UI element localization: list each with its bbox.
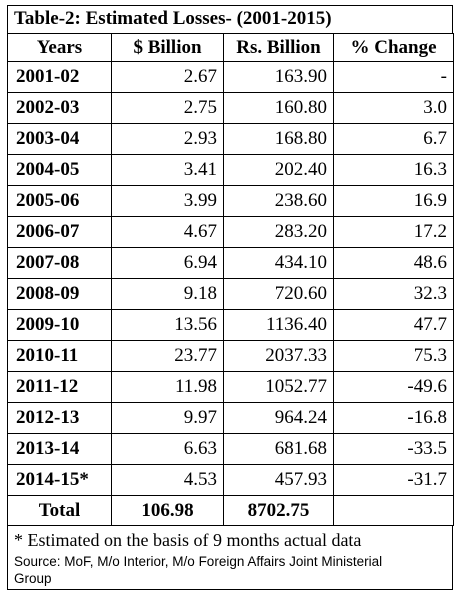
total-pct-change — [333, 495, 454, 526]
cell-year: 2005-06 — [7, 185, 112, 217]
cell-usd-billion: 6.63 — [111, 433, 224, 465]
cell-pct-change: - — [333, 61, 454, 93]
cell-pct-change: 6.7 — [333, 123, 454, 155]
table-row: 2012-13 9.97 964.24 -16.8 — [7, 402, 454, 434]
table-row: 2014-15* 4.53 457.93 -31.7 — [7, 464, 454, 496]
cell-rs-billion: 168.80 — [223, 123, 334, 155]
cell-pct-change: 3.0 — [333, 92, 454, 124]
table-row: 2009-10 13.56 1136.40 47.7 — [7, 309, 454, 341]
cell-usd-billion: 4.53 — [111, 464, 224, 496]
table-row: 2002-03 2.75 160.80 3.0 — [7, 92, 454, 124]
table-row: 2004-05 3.41 202.40 16.3 — [7, 154, 454, 186]
header-usd-billion: $ Billion — [111, 33, 224, 62]
cell-usd-billion: 9.18 — [111, 278, 224, 310]
cell-usd-billion: 23.77 — [111, 340, 224, 372]
table-row: 2003-04 2.93 168.80 6.7 — [7, 123, 454, 155]
cell-pct-change: 17.2 — [333, 216, 454, 248]
cell-rs-billion: 434.10 — [223, 247, 334, 279]
cell-year: 2007-08 — [7, 247, 112, 279]
cell-pct-change: 47.7 — [333, 309, 454, 341]
cell-year: 2013-14 — [7, 433, 112, 465]
cell-pct-change: 16.3 — [333, 154, 454, 186]
cell-pct-change: -16.8 — [333, 402, 454, 434]
notes-box: * Estimated on the basis of 9 months act… — [7, 526, 453, 590]
table-row: 2013-14 6.63 681.68 -33.5 — [7, 433, 454, 465]
cell-rs-billion: 283.20 — [223, 216, 334, 248]
table-row: 2011-12 11.98 1052.77 -49.6 — [7, 371, 454, 403]
total-rs-billion: 8702.75 — [223, 495, 334, 526]
table-title-text: : Estimated Losses- (2001-2015) — [74, 8, 332, 29]
cell-pct-change: 75.3 — [333, 340, 454, 372]
cell-rs-billion: 202.40 — [223, 154, 334, 186]
cell-year: 2003-04 — [7, 123, 112, 155]
cell-year: 2012-13 — [7, 402, 112, 434]
cell-pct-change: 16.9 — [333, 185, 454, 217]
cell-pct-change: -49.6 — [333, 371, 454, 403]
cell-pct-change: 48.6 — [333, 247, 454, 279]
cell-year: 2001-02 — [7, 61, 112, 93]
header-row: Years $ Billion Rs. Billion % Change — [7, 33, 454, 62]
table-row: 2010-11 23.77 2037.33 75.3 — [7, 340, 454, 372]
cell-usd-billion: 3.99 — [111, 185, 224, 217]
cell-usd-billion: 3.41 — [111, 154, 224, 186]
cell-rs-billion: 2037.33 — [223, 340, 334, 372]
cell-usd-billion: 4.67 — [111, 216, 224, 248]
cell-pct-change: -31.7 — [333, 464, 454, 496]
cell-rs-billion: 1136.40 — [223, 309, 334, 341]
cell-usd-billion: 2.93 — [111, 123, 224, 155]
cell-usd-billion: 6.94 — [111, 247, 224, 279]
cell-pct-change: 32.3 — [333, 278, 454, 310]
header-rs-billion: Rs. Billion — [223, 33, 334, 62]
source-note: Source: MoF, M/o Interior, M/o Foreign A… — [14, 553, 446, 587]
cell-year: 2009-10 — [7, 309, 112, 341]
estimated-losses-table: Years $ Billion Rs. Billion % Change 200… — [7, 33, 454, 526]
cell-rs-billion: 720.60 — [223, 278, 334, 310]
cell-rs-billion: 160.80 — [223, 92, 334, 124]
cell-rs-billion: 964.24 — [223, 402, 334, 434]
total-label: Total — [7, 495, 112, 526]
cell-year: 2011-12 — [7, 371, 112, 403]
cell-rs-billion: 457.93 — [223, 464, 334, 496]
cell-year: 2008-09 — [7, 278, 112, 310]
source-line-2: Group — [14, 571, 52, 586]
cell-year: 2010-11 — [7, 340, 112, 372]
cell-rs-billion: 681.68 — [223, 433, 334, 465]
cell-usd-billion: 2.67 — [111, 61, 224, 93]
cell-year: 2006-07 — [7, 216, 112, 248]
table-row: 2006-07 4.67 283.20 17.2 — [7, 216, 454, 248]
table-title: Table-2: Estimated Losses- (2001-2015) — [7, 5, 453, 33]
cell-year: 2002-03 — [7, 92, 112, 124]
table-row: 2005-06 3.99 238.60 16.9 — [7, 185, 454, 217]
table-row: 2008-09 9.18 720.60 32.3 — [7, 278, 454, 310]
table-row: 2007-08 6.94 434.10 48.6 — [7, 247, 454, 279]
cell-rs-billion: 163.90 — [223, 61, 334, 93]
source-line-1: Source: MoF, M/o Interior, M/o Foreign A… — [14, 554, 383, 569]
table-body: 2001-02 2.67 163.90-2002-03 2.75 160.80 3.0 20… — [7, 61, 454, 496]
table-title-prefix: Table-2 — [14, 8, 75, 29]
footnote: * Estimated on the basis of 9 months act… — [14, 530, 362, 550]
cell-usd-billion: 9.97 — [111, 402, 224, 434]
cell-pct-change: -33.5 — [333, 433, 454, 465]
cell-usd-billion: 11.98 — [111, 371, 224, 403]
cell-year: 2004-05 — [7, 154, 112, 186]
cell-usd-billion: 13.56 — [111, 309, 224, 341]
cell-rs-billion: 238.60 — [223, 185, 334, 217]
table-row: 2001-02 2.67 163.90- — [7, 61, 454, 93]
total-usd-billion: 106.98 — [111, 495, 224, 526]
header-years: Years — [7, 33, 112, 62]
cell-year: 2014-15* — [7, 464, 112, 496]
cell-usd-billion: 2.75 — [111, 92, 224, 124]
losses-table-panel: Table-2: Estimated Losses- (2001-2015) Y… — [7, 5, 454, 590]
cell-rs-billion: 1052.77 — [223, 371, 334, 403]
total-row: Total 106.98 8702.75 — [7, 495, 454, 526]
header-pct-change: % Change — [333, 33, 454, 62]
